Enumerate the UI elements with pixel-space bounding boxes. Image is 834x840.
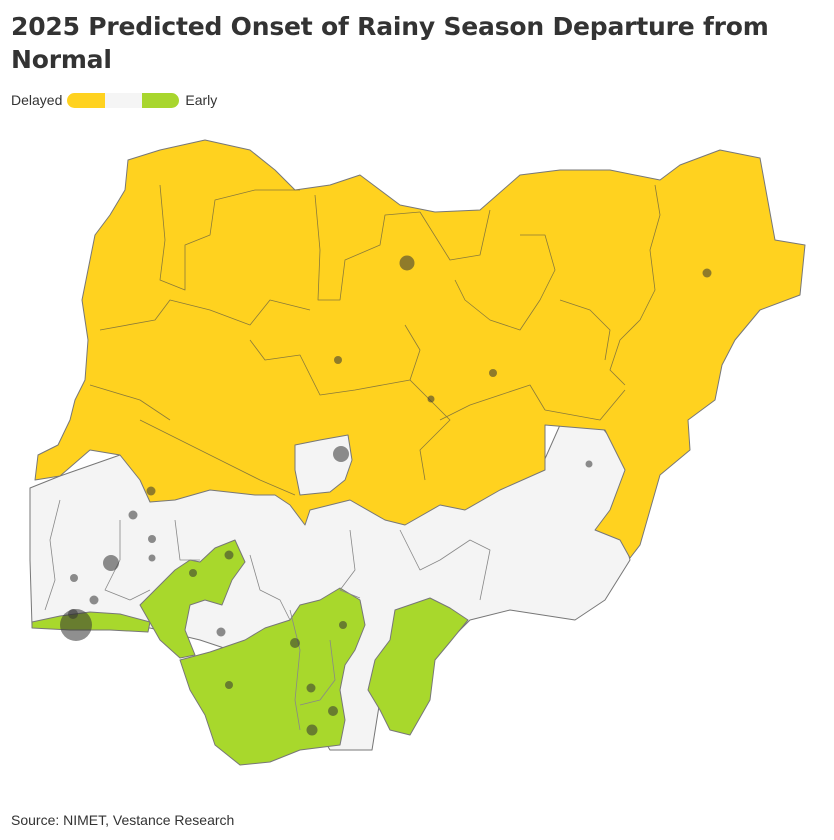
region-delayed-north [34, 139, 806, 559]
marker-bauchi [489, 369, 497, 377]
map-svg [29, 139, 806, 766]
legend-swatch-normal [104, 92, 143, 108]
marker-kano [399, 255, 415, 271]
marker-kaduna [334, 356, 342, 364]
marker-owerri [306, 683, 316, 693]
marker-aba [328, 706, 338, 716]
region-early-delta [179, 587, 366, 766]
marker-benin [216, 627, 226, 637]
marker-ado [189, 569, 197, 577]
marker-oyo [128, 510, 138, 520]
state-borders-south [44, 499, 491, 731]
marker-jos [427, 395, 435, 403]
page-title: 2025 Predicted Onset of Rainy Season Dep… [11, 12, 769, 74]
marker-abuja [333, 446, 349, 462]
legend-swatch-delayed [67, 92, 105, 108]
state-borders [89, 184, 661, 496]
marker-lagos [60, 609, 92, 641]
city-markers [60, 255, 712, 736]
marker-oshogbo [148, 535, 156, 543]
marker-warri [225, 681, 233, 689]
source-note: Source: NIMET, Vestance Research [11, 812, 235, 828]
marker-maiduguri [702, 268, 712, 278]
nigeria-map [0, 130, 834, 780]
legend-color-ramp [67, 92, 180, 108]
marker-abeokuta [70, 574, 78, 582]
legend-swatch-early [142, 92, 180, 108]
marker-port-harcourt [306, 724, 318, 736]
region-early-west [139, 539, 246, 659]
marker-enugu [339, 621, 347, 629]
region-early-east [367, 597, 469, 736]
marker-onitsha [290, 638, 300, 648]
marker-ijebu [89, 595, 99, 605]
legend: Delayed Early [11, 90, 217, 110]
marker-ibadan [103, 555, 119, 571]
legend-high-label: Early [185, 92, 218, 108]
marker-ilorin [146, 486, 156, 496]
marker-akure [224, 550, 234, 560]
marker-yola [585, 460, 593, 468]
marker-ife [148, 554, 156, 562]
legend-low-label: Delayed [11, 92, 63, 108]
